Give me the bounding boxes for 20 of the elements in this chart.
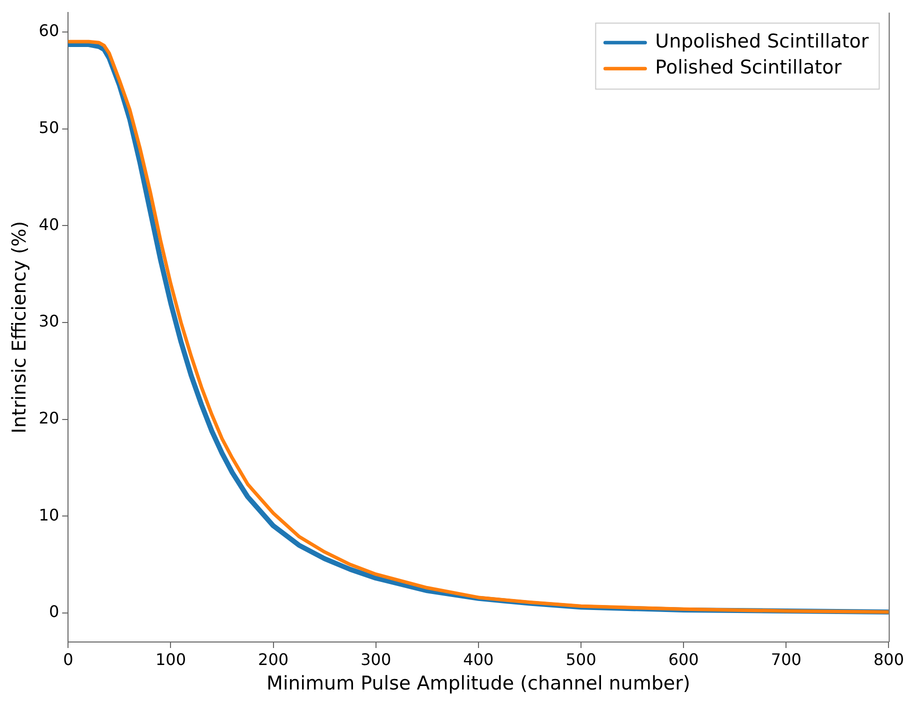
y-tick-label: 10 <box>38 505 60 524</box>
x-tick-label: 100 <box>155 650 186 669</box>
x-tick-label: 400 <box>463 650 494 669</box>
y-tick-label: 20 <box>38 408 60 428</box>
legend-label: Unpolished Scintillator <box>655 30 869 53</box>
x-tick-label: 200 <box>258 650 289 669</box>
x-axis-title: Minimum Pulse Amplitude (channel number) <box>266 672 690 695</box>
y-tick-label: 30 <box>38 312 60 331</box>
legend-label: Polished Scintillator <box>655 56 842 79</box>
y-tick-label: 60 <box>38 21 60 40</box>
x-tick-label: 300 <box>360 650 392 669</box>
y-tick-label: 0 <box>48 602 60 622</box>
x-tick-label: 600 <box>668 650 699 669</box>
x-tick-label: 800 <box>873 650 904 669</box>
x-tick-label: 700 <box>770 650 802 669</box>
x-tick-label: 0 <box>63 650 74 669</box>
y-tick-label: 50 <box>38 118 60 137</box>
y-tick-label: 40 <box>38 214 60 234</box>
x-tick-label: 500 <box>566 650 596 669</box>
y-axis-title: Intrinsic Efficiency (%) <box>8 221 30 434</box>
